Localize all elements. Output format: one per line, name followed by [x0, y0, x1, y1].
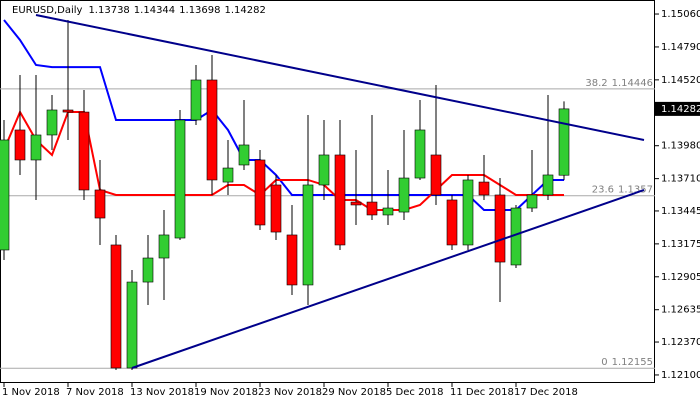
x-tick-label: 19 Nov 2018 [194, 387, 258, 398]
candle-body [430, 154, 442, 196]
candle-body [158, 234, 170, 259]
candle-body [222, 167, 234, 183]
candle-body [414, 129, 426, 179]
y-tick-label: 1.14520 [661, 75, 700, 86]
candle-body [110, 244, 122, 369]
fib-level: 0 [601, 357, 607, 368]
candle-body [446, 199, 458, 246]
candle-body [302, 184, 314, 286]
x-tick-label: 5 Dec 2018 [386, 387, 444, 398]
y-tick-label: 1.12905 [661, 272, 700, 283]
y-tick-label: 1.13710 [661, 174, 700, 185]
y-tick-label: 1.14790 [661, 42, 700, 53]
candle-body [478, 181, 490, 196]
ohlc-close: 1.14282 [225, 5, 266, 16]
candle-body [238, 144, 250, 166]
ohlc-low: 1.13698 [179, 5, 220, 16]
x-tick-label: 23 Nov 2018 [258, 387, 322, 398]
candle-body [286, 234, 298, 286]
candle-body [142, 257, 154, 283]
candle-body [526, 194, 538, 209]
plot-layer: 38.2 1.14446 23.6 1.1357 0 1.12155 [0, 14, 655, 370]
price-box [655, 101, 700, 116]
fib-level: 23.6 [592, 185, 614, 196]
candle-body [366, 201, 378, 216]
x-tick-label: 29 Nov 2018 [322, 387, 386, 398]
candle-body [382, 207, 394, 216]
fib-price: 1.14446 [612, 78, 653, 89]
fib-price: 1.12155 [612, 357, 653, 368]
x-tick-label: 13 Nov 2018 [130, 387, 194, 398]
candle-body [0, 139, 10, 251]
candle-body [14, 129, 26, 161]
candle-body [462, 179, 474, 246]
symbol: EURUSD,Daily [12, 5, 83, 16]
chart-title: EURUSD,Daily 1.13738 1.14344 1.13698 1.14282 [12, 5, 266, 16]
trendline [131, 189, 645, 369]
trendline [35, 14, 645, 141]
y-tick-label: 1.12635 [661, 305, 700, 316]
candle-body [318, 154, 330, 186]
candle-body [174, 119, 186, 239]
candle-body [94, 189, 106, 219]
y-tick-label: 1.13175 [661, 239, 700, 250]
fib-price: 1.1357 [618, 185, 653, 196]
y-tick-label: 1.15060 [661, 9, 700, 20]
candle-body [542, 174, 554, 196]
ohlc-high: 1.14344 [134, 5, 175, 16]
y-tick-label: 1.12100 [661, 370, 700, 381]
candle-body [126, 281, 138, 369]
candle-body [30, 134, 42, 161]
candle-body [78, 111, 90, 191]
candle-body [46, 109, 58, 136]
y-tick-label: 1.13445 [661, 206, 700, 217]
x-tick-label: 1 Nov 2018 [2, 387, 60, 398]
candle-body [270, 184, 282, 233]
ohlc-open: 1.13738 [88, 5, 129, 16]
fib-level: 38.2 [585, 78, 607, 89]
indicator-line [3, 109, 564, 211]
y-tick-label: 1.13980 [661, 141, 700, 152]
candle-body [334, 154, 346, 246]
candle-body [398, 177, 410, 213]
candle-body [350, 201, 362, 206]
fib-label: 23.6 1.1357 [592, 185, 653, 196]
candle-body [206, 79, 218, 181]
price-box-label: 1.14282 [661, 104, 700, 115]
candle-body [254, 159, 266, 226]
candle-body [558, 108, 570, 176]
candle-body [62, 109, 74, 113]
x-tick-label: 17 Dec 2018 [514, 387, 578, 398]
fib-label: 38.2 1.14446 [585, 78, 653, 89]
x-tick-label: 11 Dec 2018 [450, 387, 514, 398]
candle-body [494, 194, 506, 263]
x-tick-label: 7 Nov 2018 [66, 387, 124, 398]
fib-label: 0 1.12155 [601, 357, 653, 368]
candle-body [190, 79, 202, 121]
y-tick-label: 1.12370 [661, 337, 700, 348]
